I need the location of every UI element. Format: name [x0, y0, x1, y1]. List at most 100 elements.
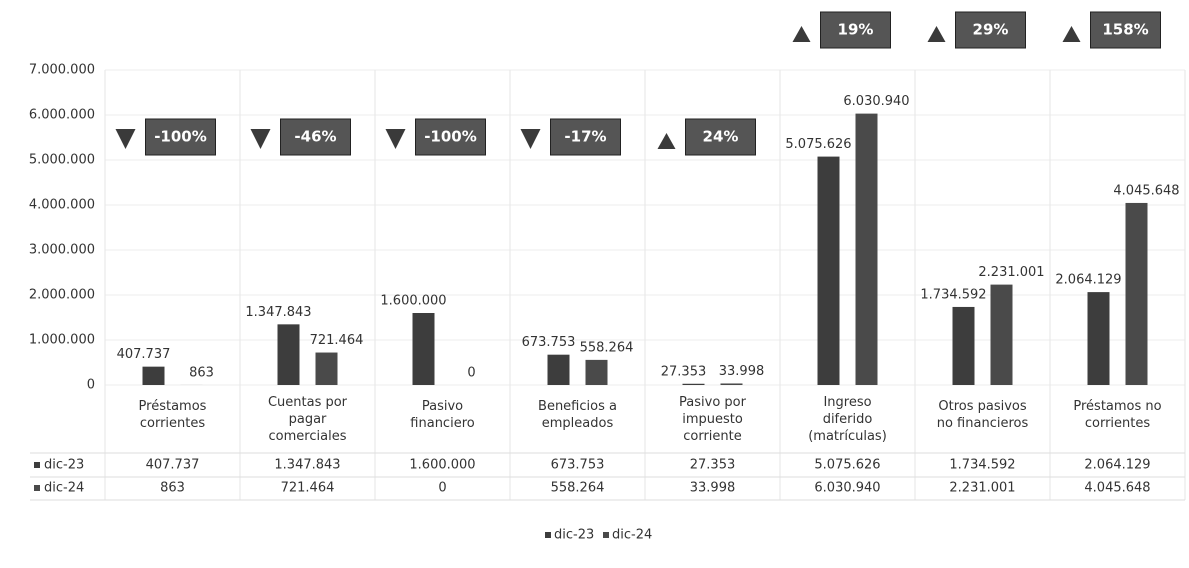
legend-key	[545, 532, 551, 538]
table-cell: 2.231.001	[949, 481, 1015, 496]
change-arrow	[1062, 26, 1081, 42]
change-label: -17%	[564, 128, 606, 146]
table-cell: 863	[160, 481, 185, 496]
bar	[277, 324, 300, 385]
x-tick-label-line: diferido	[823, 412, 873, 427]
bar	[720, 383, 743, 385]
change-arrow	[115, 129, 136, 149]
x-tick-label-line: impuesto	[682, 412, 743, 427]
x-tick-label: Pasivo financiero	[410, 399, 474, 431]
change-box	[955, 11, 1026, 49]
x-tick-label-line: (matrículas)	[808, 429, 887, 444]
table-cell: 33.998	[690, 481, 736, 496]
bar	[990, 284, 1013, 385]
bar	[547, 354, 570, 385]
x-tick-label-line: no financieros	[937, 416, 1029, 431]
table-cell: 1.347.843	[274, 458, 340, 473]
change-label: 158%	[1102, 21, 1148, 39]
table-cell: 6.030.940	[814, 481, 880, 496]
y-tick-label: 7.000.000	[29, 63, 95, 78]
x-tick-label: Ingreso diferido (matrículas)	[808, 395, 887, 444]
legend-label: dic-24	[612, 528, 652, 543]
data-label: 33.998	[719, 364, 765, 379]
x-tick-label-line: Préstamos	[139, 399, 207, 414]
x-tick-label-line: corriente	[683, 429, 742, 444]
bar	[682, 383, 705, 385]
table-cell: 27.353	[690, 458, 736, 473]
x-tick-label-line: Otros pasivos	[938, 399, 1026, 414]
table-row-label: dic-24	[44, 481, 84, 496]
change-box	[415, 118, 486, 156]
table-legend-key	[34, 462, 40, 468]
legend-key	[603, 532, 609, 538]
change-label: -46%	[294, 128, 336, 146]
change-box	[685, 118, 756, 156]
data-label: 1.347.843	[245, 305, 311, 320]
change-label: -100%	[154, 128, 207, 146]
table-cell: 5.075.626	[814, 458, 880, 473]
x-tick-label: Otros pasivos no financieros	[937, 399, 1029, 431]
change-label: 19%	[838, 21, 874, 39]
x-tick-label-line: empleados	[542, 416, 614, 431]
bar	[952, 306, 975, 385]
table-cell: 407.737	[146, 458, 200, 473]
data-label: 558.264	[580, 340, 634, 355]
x-tick-label-line: Ingreso	[823, 395, 871, 410]
data-label: 1.600.000	[380, 294, 446, 309]
table-cell: 1.600.000	[409, 458, 475, 473]
table-row-label: dic-23	[44, 458, 84, 473]
y-tick-label: 2.000.000	[29, 288, 95, 303]
bar	[585, 359, 608, 385]
change-arrow	[927, 26, 946, 42]
x-tick-label: Cuentas por pagar comerciales	[268, 395, 348, 444]
data-label: 0	[467, 366, 475, 381]
y-tick-label: 0	[87, 378, 95, 393]
legend-label: dic-23	[554, 528, 594, 543]
change-arrow	[792, 26, 811, 42]
y-tick-label: 1.000.000	[29, 333, 95, 348]
bar	[315, 352, 338, 385]
table-cell: 673.753	[551, 458, 605, 473]
change-arrow	[657, 133, 676, 149]
change-arrow	[250, 129, 271, 149]
table-cell: 721.464	[281, 481, 335, 496]
x-tick-label-line: pagar	[289, 412, 327, 427]
change-box	[145, 118, 216, 156]
change-label: 29%	[973, 21, 1009, 39]
data-label: 1.734.592	[920, 287, 986, 302]
y-tick-label: 4.000.000	[29, 198, 95, 213]
x-tick-label: Préstamos no corrientes	[1073, 399, 1161, 431]
x-tick-label-line: Beneficios a	[538, 399, 617, 414]
data-label: 27.353	[661, 364, 707, 379]
y-tick-label: 3.000.000	[29, 243, 95, 258]
bar	[1087, 292, 1110, 385]
x-tick-label-line: Pasivo por	[679, 395, 747, 410]
bar	[817, 156, 840, 385]
change-label: 24%	[703, 128, 739, 146]
y-tick-label: 6.000.000	[29, 108, 95, 123]
x-tick-label: Beneficios a empleados	[538, 399, 617, 431]
data-label: 673.753	[522, 335, 576, 350]
bar	[855, 113, 878, 385]
change-arrow	[520, 129, 541, 149]
x-tick-label-line: Pasivo	[422, 399, 463, 414]
change-arrow	[385, 129, 406, 149]
table-cell: 1.734.592	[949, 458, 1015, 473]
table-cell: 2.064.129	[1084, 458, 1150, 473]
table-cell: 0	[438, 481, 446, 496]
table-cell: 4.045.648	[1084, 481, 1150, 496]
data-label: 863	[189, 365, 214, 380]
change-box	[820, 11, 891, 49]
change-label: -100%	[424, 128, 477, 146]
x-tick-label-line: corrientes	[1085, 416, 1151, 431]
data-label: 2.064.129	[1055, 273, 1121, 288]
x-tick-label-line: corrientes	[140, 416, 206, 431]
data-label: 407.737	[117, 347, 171, 362]
change-box	[1090, 11, 1161, 49]
bar	[412, 313, 435, 385]
x-tick-label-line: Cuentas por	[268, 395, 348, 410]
data-label: 2.231.001	[978, 265, 1044, 280]
change-box	[550, 118, 621, 156]
